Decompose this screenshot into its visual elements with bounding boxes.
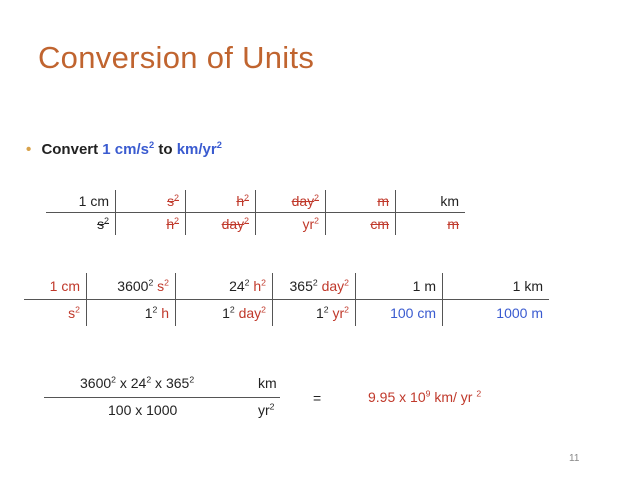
- t2-top-km: 1 km: [442, 273, 549, 300]
- t1-top-2: h2: [185, 190, 256, 213]
- t2-bot-cm: 100 cm: [355, 299, 443, 326]
- calc-numerator-unit: km: [258, 375, 277, 391]
- t2-top-days: 3652 day2: [272, 273, 356, 300]
- page-number: 11: [569, 453, 580, 464]
- t1-top-5: km: [395, 190, 465, 213]
- t1-bot-5: m: [395, 212, 465, 235]
- t1-bot-3: yr2: [255, 212, 326, 235]
- t2-bot-m: 1000 m: [442, 299, 549, 326]
- t1-bot-4: cm: [325, 212, 396, 235]
- conversion-factor-table: 1 cm 36002 s2 242 h2 3652 day2 1 m 1 km …: [24, 273, 549, 326]
- convert-value: 1 cm/s2: [102, 140, 155, 158]
- t2-bot-day: 12 day2: [175, 299, 273, 326]
- unit-cancel-table: 1 cm s2 h2 day2 m km s2 h2 day2 yr2 cm m: [46, 190, 465, 235]
- bullet-dot-icon: •: [26, 141, 32, 158]
- t2-top-m: 1 m: [355, 273, 443, 300]
- convert-mid: to: [158, 141, 173, 158]
- t2-bot-yr: 12 yr2: [272, 299, 356, 326]
- calc-numerator: 36002 x 242 x 3652: [80, 374, 195, 391]
- t2-top-cm: 1 cm: [24, 273, 87, 300]
- t1-top-0: 1 cm: [46, 190, 116, 213]
- t2-bot-s: s2: [68, 304, 80, 321]
- calc-denominator: 100 x 1000: [108, 402, 178, 418]
- slide-title: Conversion of Units: [38, 40, 315, 75]
- t1-top-1: s2: [115, 190, 186, 213]
- calc-denominator-unit: yr2: [258, 401, 275, 418]
- t2-top-seconds: 36002 s2: [86, 273, 176, 300]
- convert-prefix: Convert: [41, 141, 99, 158]
- fraction-line: [44, 397, 280, 398]
- t1-bot-0: s2: [97, 215, 109, 232]
- t2-top-hours: 242 h2: [175, 273, 273, 300]
- equals-sign: =: [313, 390, 322, 406]
- t1-top-4: m: [325, 190, 396, 213]
- t2-bot-h: 12 h: [86, 299, 176, 326]
- bullet-convert: • Convert 1 cm/s2 to km/yr2: [26, 140, 222, 158]
- t1-top-3: day2: [255, 190, 326, 213]
- calc-result: 9.95 x 109 km/ yr 2: [368, 388, 482, 405]
- t1-bot-2: day2: [185, 212, 256, 235]
- convert-target: km/yr2: [176, 140, 222, 158]
- t1-bot-1: h2: [115, 212, 186, 235]
